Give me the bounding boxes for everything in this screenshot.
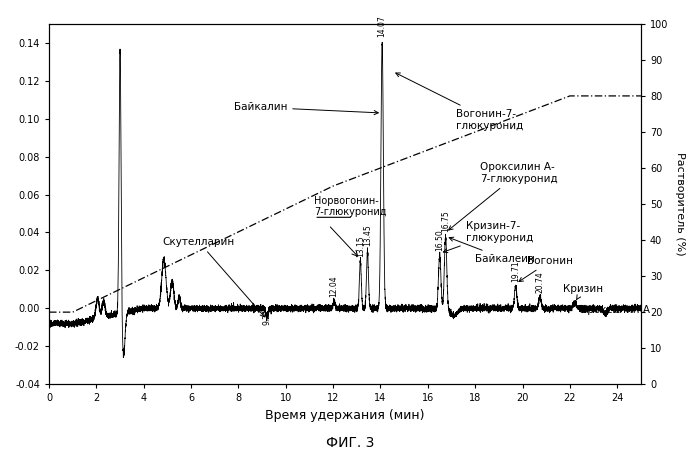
Text: Байкалеин: Байкалеин <box>449 237 535 264</box>
X-axis label: Время удержания (мин): Время удержания (мин) <box>265 409 425 422</box>
Text: 16.75: 16.75 <box>441 211 450 233</box>
Text: Норвогонин-
7-глюкуронид: Норвогонин- 7-глюкуронид <box>314 196 386 217</box>
Text: Ороксилин А: Ороксилин А <box>580 305 650 315</box>
Y-axis label: Растворитель (%): Растворитель (%) <box>675 152 685 256</box>
Text: Вогонин: Вогонин <box>519 256 573 282</box>
Text: 12.04: 12.04 <box>330 275 339 297</box>
Text: 14.07: 14.07 <box>378 15 386 37</box>
Text: Кризин: Кризин <box>563 284 603 300</box>
Text: Вогонин-7-
глюкуронид: Вогонин-7- глюкуронид <box>395 73 524 131</box>
Text: 19.71: 19.71 <box>511 260 520 282</box>
Text: Байкалин: Байкалин <box>234 102 378 115</box>
Text: 13.45: 13.45 <box>363 224 372 246</box>
Text: Скутелларин: Скутелларин <box>162 237 265 317</box>
Text: ФИГ. 3: ФИГ. 3 <box>326 436 374 450</box>
Text: Кризин-7-
глюкуронид: Кризин-7- глюкуронид <box>443 221 533 253</box>
Text: 9.21: 9.21 <box>262 308 272 325</box>
Text: Ороксилин А-
7-глюкуронид: Ороксилин А- 7-глюкуронид <box>449 162 558 230</box>
Text: 20.74: 20.74 <box>536 272 545 293</box>
Text: 16.50: 16.50 <box>435 230 444 252</box>
Text: 13.15: 13.15 <box>356 236 365 257</box>
